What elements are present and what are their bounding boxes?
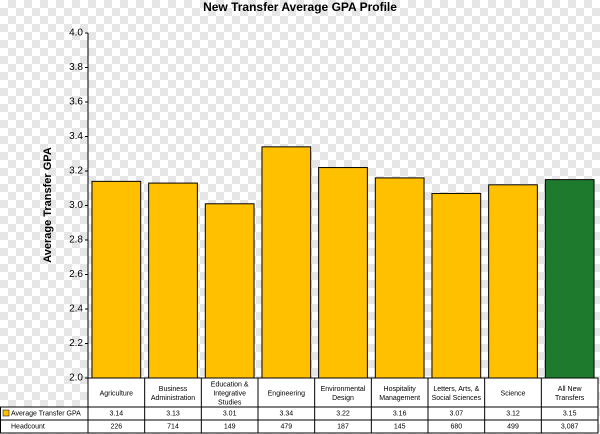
bar [91,180,142,379]
table-value: 3.01 [223,410,237,417]
bar [148,182,198,379]
y-tick-label: 2.8 [69,235,83,246]
table-value: 499 [507,423,519,430]
table-value: 3,087 [561,423,579,430]
x-tick-label: Engineering [268,390,305,397]
y-tick-label: 3.2 [69,166,83,177]
bar [544,179,595,379]
table-value: 714 [167,423,179,430]
table-value: 680 [450,423,462,430]
table-value: 145 [394,423,406,430]
x-tick-label: Environmental Design [321,386,366,402]
x-tick-label: Business Administration [151,386,195,402]
x-tick-label: Science [501,390,526,397]
table-value: 3.34 [280,410,294,417]
category-row [87,377,599,408]
table-value: 3.07 [450,410,464,417]
y-tick-label: 2.4 [69,304,83,315]
table-row-label: Headcount [11,423,45,430]
table-value: 187 [337,423,349,430]
y-tick-label: 3.0 [69,200,83,211]
y-tick-label: 4.0 [69,28,83,39]
table-value: 149 [224,423,236,430]
x-tick-label: Letters, Arts, & Social Sciences [432,386,482,402]
table-value: 3.13 [166,410,180,417]
table-value: 3.15 [563,410,577,417]
y-tick-label: 3.8 [69,62,83,73]
table-value: 3.22 [336,410,350,417]
legend-key [2,409,10,417]
x-tick-label: Agriculture [100,390,134,397]
x-tick-label: Hospitality Management [379,386,420,402]
table-value: 479 [280,423,292,430]
x-tick-label: Education & Integrative Studies [211,381,249,406]
bar [204,203,255,379]
bar [318,167,368,379]
bar [488,184,538,379]
y-tick-label: 2.6 [69,269,83,280]
bar [374,177,425,379]
legend-label: Average Transfer GPA [11,410,81,417]
x-tick-label: All New Transfers [555,386,585,402]
table-value: 3.12 [506,410,520,417]
y-tick-label: 2.2 [69,338,83,349]
table-value: 3.14 [110,410,124,417]
table-value: 226 [110,423,122,430]
y-axis-label: Average Transfer GPA [42,147,54,263]
y-tick-label: 2.0 [69,373,83,384]
chart-title: New Transfer Average GPA Profile [203,0,397,14]
table-value: 3.16 [393,410,407,417]
bar [261,146,312,379]
y-tick-label: 3.4 [69,131,83,142]
y-tick-label: 3.6 [69,97,83,108]
bar [431,192,482,379]
